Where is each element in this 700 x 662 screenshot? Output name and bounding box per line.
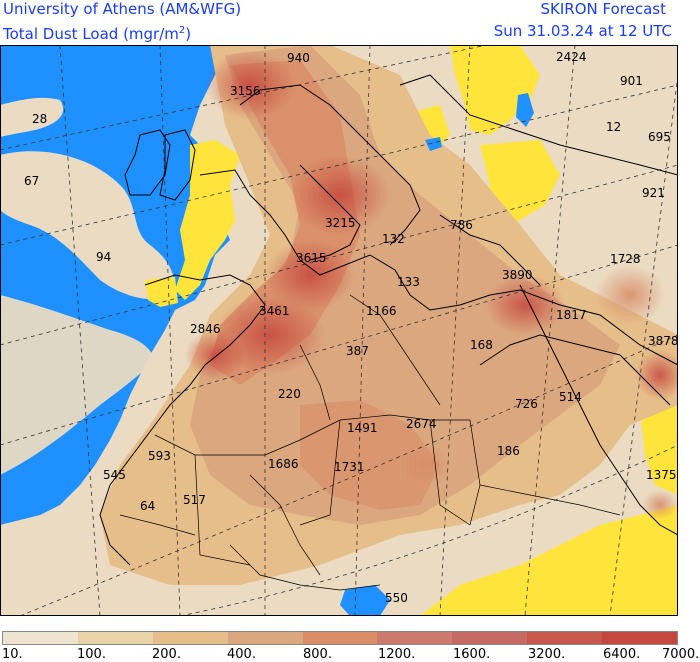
map-value-label: 2424 — [556, 50, 587, 64]
colorbar-segment — [377, 632, 453, 644]
colorbar-tick-label: 200. — [152, 647, 181, 662]
map-value-label: 3890 — [502, 268, 533, 282]
map-value-label: 64 — [140, 499, 155, 513]
colorbar-tick-label: 100. — [77, 647, 106, 662]
colorbar-tick-label: 6400. — [603, 647, 641, 662]
map-value-label: 921 — [642, 186, 665, 200]
colorbar-segment — [527, 632, 603, 644]
map-value-label: 220 — [278, 387, 301, 401]
map-value-label: 2846 — [190, 322, 221, 336]
map-value-label: 132 — [382, 232, 405, 246]
colorbar-segment — [452, 632, 528, 644]
map-value-label: 94 — [96, 250, 111, 264]
hotspot-1375 — [642, 490, 678, 520]
map-value-label: 1728 — [610, 252, 641, 266]
map-value-label: 2674 — [406, 417, 437, 431]
map-value-label: 593 — [148, 449, 171, 463]
map-value-label: 3461 — [259, 304, 290, 318]
hotspot-3890 — [485, 275, 565, 335]
variable-title: Total Dust Load (mgr/m2) — [3, 22, 191, 43]
map-value-label: 133 — [397, 275, 420, 289]
map-value-label: 550 — [385, 591, 408, 605]
colorbar-segment — [3, 632, 78, 644]
map-value-label: 3156 — [230, 84, 261, 98]
colorbar-segment — [602, 632, 678, 644]
map-value-label: 387 — [346, 344, 369, 358]
map-value-label: 545 — [103, 468, 126, 482]
map-value-label: 186 — [497, 444, 520, 458]
colorbar-tick-label: 3200. — [528, 647, 566, 662]
hotspot-3215 — [290, 155, 390, 235]
ocean-band-low-2 — [0, 97, 64, 137]
map-value-label: 695 — [648, 130, 671, 144]
colorbar-tick-label: 1600. — [453, 647, 491, 662]
colorbar-tick-label: 10. — [2, 647, 23, 662]
colorbar-segment — [302, 632, 378, 644]
unit-power: 2 — [178, 25, 186, 36]
coastlines — [99, 74, 679, 566]
sea-west-europe — [425, 137, 442, 151]
map-value-label: 67 — [24, 174, 39, 188]
hotspot-3615 — [265, 240, 355, 310]
map-value-label: 1375 — [646, 468, 677, 482]
map-value-label: 1731 — [334, 460, 365, 474]
hotspot-1728 — [595, 265, 665, 325]
map-value-label: 3215 — [325, 216, 356, 230]
map-value-label: 1686 — [268, 457, 299, 471]
map-value-label: 726 — [515, 397, 538, 411]
hotspot-3156 — [205, 50, 295, 120]
colorbar-segment — [152, 632, 228, 644]
valid-time-label: Sun 31.03.24 at 12 UTC — [493, 22, 672, 40]
hotspot-2674 — [400, 445, 450, 485]
colorbar — [2, 631, 678, 645]
yellow-zone-southeast — [420, 505, 678, 616]
yellow-zone-arabia — [640, 400, 678, 495]
yellow-zone-iberia-west — [175, 140, 240, 300]
ocean-swirl-low — [0, 151, 174, 300]
ocean-band-low — [0, 295, 155, 475]
dust-load-map: 940 3156 28 67 3215 2424 901 12 695 921 94 132 786 17… — [0, 4, 700, 617]
map-value-label: 12 — [606, 120, 621, 134]
product-label: SKIRON Forecast — [540, 0, 666, 18]
map-value-label: 168 — [470, 338, 493, 352]
variable-close: ) — [185, 25, 192, 43]
map-value-label: 3878 — [648, 334, 678, 348]
colorbar-tick-label: 1200. — [378, 647, 416, 662]
colorbar-tick-label: 800. — [303, 647, 332, 662]
institution-label: University of Athens (AM&WFG) — [3, 0, 242, 18]
map-value-label: 1166 — [366, 304, 397, 318]
map-value-label: 28 — [32, 112, 47, 126]
map-svg: 940 3156 28 67 3215 2424 901 12 695 921 94 132 786 17… — [0, 4, 685, 617]
hotspot-2846 — [185, 330, 245, 380]
value-labels: 940 3156 28 67 3215 2424 901 12 695 921 94 132 786 17… — [24, 50, 679, 605]
map-value-label: 901 — [620, 74, 643, 88]
colorbar-tick-label: 7000. — [662, 647, 700, 662]
baltic-water — [516, 93, 534, 127]
map-value-label: 940 — [287, 51, 310, 65]
map-value-label: 3615 — [296, 251, 327, 265]
borders — [119, 294, 621, 591]
gulf-guinea-water — [340, 585, 390, 616]
yellow-zone-azores — [145, 277, 178, 307]
colorbar-segment — [227, 632, 303, 644]
map-value-label: 1817 — [556, 308, 587, 322]
colorbar-tick-label: 400. — [227, 647, 256, 662]
map-value-label: 514 — [559, 390, 582, 404]
dust-plume-south — [300, 400, 440, 510]
map-value-label: 786 — [450, 218, 473, 232]
colorbar-segment — [77, 632, 153, 644]
map-value-label: 517 — [183, 493, 206, 507]
variable-text: Total Dust Load (mgr/m — [3, 25, 179, 43]
map-value-label: 1491 — [347, 421, 378, 435]
